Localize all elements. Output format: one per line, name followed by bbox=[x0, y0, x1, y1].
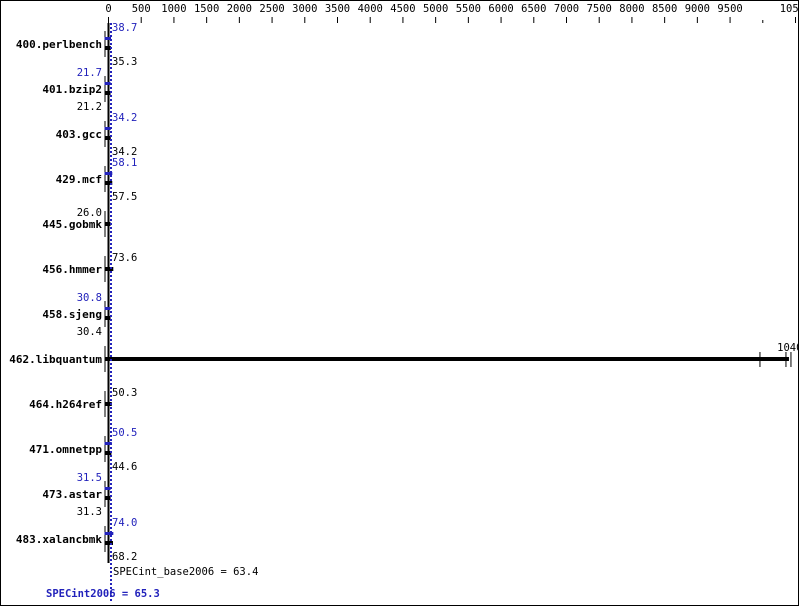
x-tick-label: 2000 bbox=[227, 3, 252, 15]
x-tick-label: 2500 bbox=[259, 3, 284, 15]
benchmark-label: 473.astar bbox=[42, 488, 102, 501]
base-value-label: 35.3 bbox=[112, 56, 137, 68]
x-tick-label: 0 bbox=[105, 3, 111, 15]
base-bar bbox=[104, 496, 111, 500]
benchmark-label: 401.bzip2 bbox=[42, 83, 102, 96]
benchmark-label: 429.mcf bbox=[56, 173, 102, 186]
benchmark-label: 403.gcc bbox=[56, 128, 102, 141]
base-value-label: 31.3 bbox=[77, 506, 102, 518]
x-tick-label: 3500 bbox=[325, 3, 350, 15]
x-tick-label: 5000 bbox=[423, 3, 448, 15]
peak-bar bbox=[104, 172, 113, 175]
base-summary-label: SPECint_base2006 = 63.4 bbox=[113, 566, 258, 578]
peak-summary-label: SPECint2006 = 65.3 bbox=[46, 588, 160, 600]
x-tick-label: 6000 bbox=[488, 3, 513, 15]
x-tick-label: 3000 bbox=[292, 3, 317, 15]
x-tick-label: 7000 bbox=[554, 3, 579, 15]
base-value-label: 73.6 bbox=[112, 252, 137, 264]
peak-value-label: 74.0 bbox=[112, 517, 137, 529]
x-tick-label: 5500 bbox=[456, 3, 481, 15]
x-tick-label: 8000 bbox=[619, 3, 644, 15]
x-tick-label: 9500 bbox=[717, 3, 742, 15]
benchmark-label: 471.omnetpp bbox=[29, 443, 102, 456]
base-bar bbox=[104, 46, 111, 50]
peak-bar bbox=[104, 487, 111, 490]
base-bar bbox=[104, 451, 112, 455]
peak-bar bbox=[104, 127, 111, 130]
peak-bar bbox=[104, 37, 112, 40]
peak-value-label: 34.2 bbox=[112, 112, 137, 124]
peak-value-label: 50.5 bbox=[112, 427, 137, 439]
benchmark-label: 483.xalancbmk bbox=[16, 533, 102, 546]
base-bar bbox=[104, 357, 789, 361]
base-value-label: 21.2 bbox=[77, 101, 102, 113]
base-value-label: 50.3 bbox=[112, 387, 137, 399]
benchmark-label: 464.h264ref bbox=[29, 398, 102, 411]
peak-bar bbox=[104, 82, 111, 85]
base-value-label: 44.6 bbox=[112, 461, 137, 473]
base-value-label: 30.4 bbox=[77, 326, 102, 338]
base-bar bbox=[104, 541, 113, 545]
peak-bar bbox=[104, 307, 111, 310]
base-value-label: 34.2 bbox=[112, 146, 137, 158]
peak-bar bbox=[104, 532, 114, 535]
peak-value-label: 38.7 bbox=[112, 22, 137, 34]
benchmark-label: 400.perlbench bbox=[16, 38, 102, 51]
x-tick-label: 9000 bbox=[685, 3, 710, 15]
peak-bar bbox=[104, 442, 112, 445]
peak-value-label: 58.1 bbox=[112, 157, 137, 169]
benchmark-label: 462.libquantum bbox=[9, 353, 102, 366]
base-value-label: 57.5 bbox=[112, 191, 137, 203]
x-tick-label: 4500 bbox=[390, 3, 415, 15]
peak-value-label: 21.7 bbox=[77, 67, 102, 79]
base-value-label: 68.2 bbox=[112, 551, 137, 563]
base-bar bbox=[104, 402, 112, 406]
x-tick-label: 8500 bbox=[652, 3, 677, 15]
x-tick-label: 7500 bbox=[587, 3, 612, 15]
benchmark-label: 458.sjeng bbox=[42, 308, 102, 321]
base-bar bbox=[104, 222, 111, 226]
base-bar bbox=[104, 91, 111, 95]
x-tick-label: 1000 bbox=[161, 3, 186, 15]
base-bar bbox=[104, 267, 114, 271]
x-tick-label: 4000 bbox=[358, 3, 383, 15]
x-tick-label: 10500 bbox=[780, 3, 798, 15]
benchmark-label: 456.hmmer bbox=[42, 263, 102, 276]
benchmark-label: 445.gobmk bbox=[42, 218, 102, 231]
peak-value-label: 31.5 bbox=[77, 472, 102, 484]
base-bar bbox=[104, 136, 111, 140]
x-tick-label: 1500 bbox=[194, 3, 219, 15]
base-value-label: 26.0 bbox=[77, 207, 102, 219]
base-bar bbox=[104, 316, 111, 320]
x-tick-label: 500 bbox=[132, 3, 151, 15]
peak-value-label: 30.8 bbox=[77, 292, 102, 304]
base-bar bbox=[104, 181, 113, 185]
x-tick-label: 6500 bbox=[521, 3, 546, 15]
